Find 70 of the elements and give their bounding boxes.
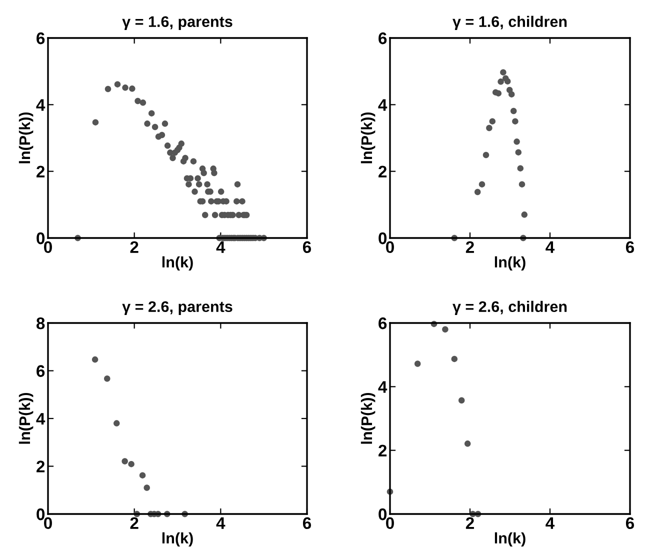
y-tick-label: 4 bbox=[36, 413, 46, 425]
x-tick-label: 2 bbox=[466, 241, 474, 253]
point bbox=[478, 181, 486, 188]
y-tick-label: 2 bbox=[378, 166, 387, 178]
point bbox=[128, 460, 134, 468]
y-tick-label: 6 bbox=[36, 32, 45, 44]
point bbox=[515, 149, 522, 156]
x-tick-label: 2 bbox=[130, 241, 138, 253]
y-tick-label: 6 bbox=[378, 32, 387, 44]
point bbox=[414, 360, 421, 367]
point bbox=[500, 69, 506, 76]
x-axis-title: ln(k) bbox=[494, 532, 526, 547]
y-tick-label: 8 bbox=[36, 317, 45, 330]
point bbox=[451, 356, 458, 362]
point bbox=[474, 188, 481, 196]
point bbox=[510, 108, 517, 114]
point bbox=[482, 152, 490, 158]
y-tick-label: 2 bbox=[36, 166, 45, 178]
x-tick-label: 6 bbox=[626, 517, 634, 530]
point bbox=[144, 484, 150, 491]
x-tick-label: 6 bbox=[626, 241, 634, 254]
y-tick-label: 0 bbox=[378, 508, 387, 520]
point bbox=[498, 78, 504, 85]
y-tick-label: 0 bbox=[36, 232, 45, 244]
point bbox=[504, 78, 511, 84]
y-tick-label: 0 bbox=[378, 232, 387, 244]
x-axis-title: ln(k) bbox=[494, 256, 526, 271]
y-axis-title: ln(P(k)) bbox=[18, 112, 34, 164]
point bbox=[92, 356, 98, 363]
x-tick-label: 4 bbox=[546, 241, 555, 253]
point bbox=[521, 212, 528, 218]
chart-title: γ = 2.6, children bbox=[452, 300, 567, 316]
chart-title: γ = 2.6, parents bbox=[122, 301, 232, 316]
y-tick-label: 2 bbox=[378, 444, 387, 456]
point bbox=[114, 420, 120, 426]
point bbox=[486, 124, 492, 132]
y-tick-label: 4 bbox=[378, 99, 388, 111]
x-tick-label: 6 bbox=[302, 241, 312, 254]
x-tick-label: 4 bbox=[216, 517, 226, 529]
point bbox=[464, 440, 471, 447]
x-tick-label: 2 bbox=[130, 517, 138, 529]
x-tick-label: 6 bbox=[302, 517, 312, 530]
point bbox=[508, 91, 515, 98]
point bbox=[512, 118, 518, 124]
y-tick-label: 6 bbox=[36, 365, 45, 377]
point bbox=[139, 472, 146, 478]
y-tick-label: 4 bbox=[36, 99, 46, 111]
point bbox=[442, 326, 448, 332]
x-axis-title: ln(k) bbox=[162, 532, 193, 547]
point bbox=[122, 458, 128, 464]
point bbox=[489, 118, 496, 124]
x-tick-label: 4 bbox=[216, 241, 226, 253]
x-axis-title: ln(k) bbox=[162, 256, 193, 271]
y-axis-title: ln(P(k)) bbox=[360, 112, 376, 164]
y-axis-title: ln(P(k)) bbox=[360, 392, 376, 444]
y-tick-label: 6 bbox=[378, 317, 387, 330]
x-tick-label: 2 bbox=[466, 517, 474, 529]
point bbox=[514, 138, 520, 145]
chart-title: γ = 1.6, children bbox=[452, 16, 567, 30]
point bbox=[517, 165, 524, 172]
point bbox=[518, 181, 526, 188]
x-tick-label: 4 bbox=[546, 517, 555, 529]
point bbox=[104, 376, 110, 382]
point bbox=[495, 90, 502, 96]
chart-title: γ = 1.6, parents bbox=[122, 16, 232, 30]
y-axis-title: ln(P(k)) bbox=[18, 392, 34, 444]
y-tick-label: 2 bbox=[36, 460, 45, 472]
y-tick-label: 4 bbox=[378, 381, 388, 393]
point bbox=[458, 397, 465, 404]
y-tick-label: 0 bbox=[36, 508, 45, 520]
